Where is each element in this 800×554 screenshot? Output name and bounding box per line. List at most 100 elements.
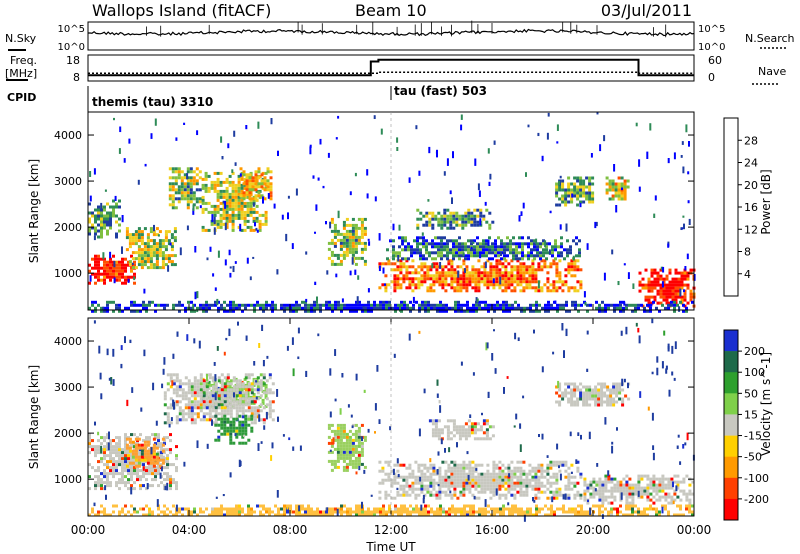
range-cell [251, 185, 255, 189]
range-cell [232, 309, 235, 313]
range-cell [151, 513, 154, 517]
range-cell [334, 306, 337, 310]
range-cell [106, 202, 109, 206]
range-cell [546, 481, 550, 485]
range-cell [240, 386, 244, 390]
range-cell [189, 170, 193, 174]
range-cell [235, 417, 239, 421]
range-cell [142, 484, 145, 488]
range-cell [161, 251, 165, 255]
range-cell [428, 242, 431, 246]
range-cell [330, 250, 334, 254]
range-cell [454, 303, 457, 307]
range-cell [139, 507, 142, 511]
range-cell [97, 439, 100, 443]
range-cell [501, 463, 505, 467]
range-cell [143, 455, 147, 459]
range-cell [246, 207, 250, 211]
range-cell [220, 420, 224, 424]
range-cell [355, 309, 358, 313]
range-cell [470, 431, 474, 435]
range-cell [458, 428, 462, 432]
range-cell [238, 429, 242, 433]
range-cell [106, 263, 109, 267]
range-cell [130, 475, 133, 479]
range-cell [673, 480, 677, 484]
range-cell [127, 463, 130, 467]
range-cell [482, 242, 485, 246]
range-cell [542, 242, 545, 246]
range-cell [246, 210, 250, 214]
noise-panel: N.Sky 10^5 10^0 10^5 10^0 N.Search [5, 20, 795, 53]
range-cell [464, 422, 468, 426]
range-cell [161, 260, 165, 264]
range-cell [256, 385, 260, 389]
range-cell [400, 300, 403, 304]
range-cell [616, 303, 619, 307]
range-cell [567, 478, 571, 482]
range-cell [585, 400, 589, 404]
range-cell [142, 303, 145, 307]
range-cell [570, 286, 574, 290]
range-cell [477, 490, 481, 494]
range-cell [544, 303, 547, 307]
range-cell [351, 235, 355, 239]
range-cell [155, 251, 159, 255]
range-cell [507, 271, 511, 275]
range-cell [507, 283, 511, 287]
range-cell [169, 448, 172, 452]
range-cell [97, 475, 100, 479]
range-cell [171, 200, 175, 204]
range-cell [489, 274, 493, 278]
range-cell [680, 298, 684, 302]
range-cell [620, 185, 624, 189]
range-cell [576, 259, 580, 263]
range-cell [190, 412, 194, 416]
range-cell [239, 167, 243, 171]
range-cell [155, 458, 159, 462]
range-cell [345, 244, 349, 248]
range-cell [134, 455, 138, 459]
range-cell [314, 231, 316, 234]
range-cell [249, 276, 252, 281]
range-cell [337, 210, 340, 219]
range-cell [455, 248, 458, 252]
range-cell [333, 244, 337, 248]
range-cell [440, 257, 443, 261]
range-cell [364, 309, 367, 313]
range-cell [246, 392, 250, 396]
range-cell [558, 259, 562, 263]
range-cell [611, 179, 615, 183]
range-cell [492, 278, 495, 284]
range-cell [301, 306, 304, 310]
range-cell [333, 438, 337, 442]
range-cell [228, 195, 232, 199]
range-cell [484, 300, 487, 304]
range-cell [232, 388, 236, 392]
range-cell [269, 197, 273, 201]
range-cell [149, 257, 153, 261]
range-cell [543, 265, 547, 269]
range-cell [498, 271, 502, 275]
range-cell [500, 251, 502, 257]
range-cell [205, 385, 209, 389]
range-cell [470, 425, 474, 429]
range-cell [573, 191, 577, 195]
range-cell [442, 309, 445, 313]
range-cell [148, 448, 151, 452]
range-cell [433, 306, 436, 310]
range-cell [477, 183, 480, 191]
range-cell [680, 280, 684, 284]
range-cell [244, 391, 248, 395]
range-cell [137, 245, 141, 249]
range-cell [140, 266, 144, 270]
range-cell [606, 397, 610, 401]
range-cell [333, 429, 337, 433]
range-cell [360, 235, 364, 239]
range-cell [220, 385, 224, 389]
range-cell [486, 469, 490, 473]
range-cell [100, 211, 103, 215]
range-cell [576, 403, 580, 407]
range-cell [360, 247, 364, 251]
range-cell [195, 200, 199, 204]
